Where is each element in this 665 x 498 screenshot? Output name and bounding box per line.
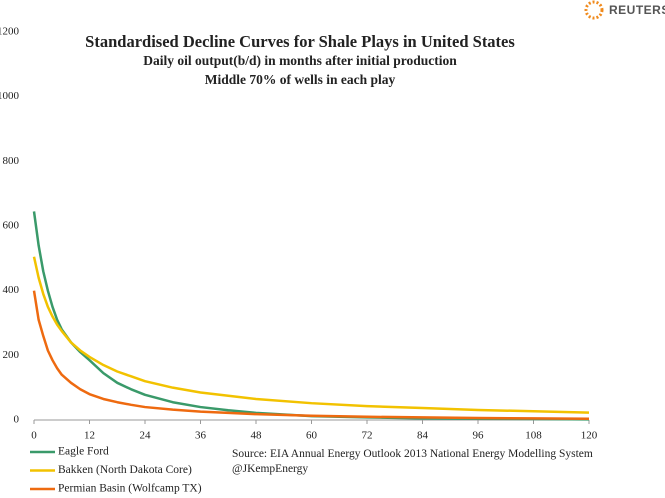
x-tick-label: 84 [417, 430, 429, 442]
y-tick-label: 200 [3, 349, 20, 361]
x-tick-label: 108 [525, 430, 542, 442]
logo-text: REUTERS [609, 3, 665, 17]
y-tick-label: 1000 [0, 90, 20, 102]
legend-label: Eagle Ford [58, 446, 109, 458]
x-tick-label: 36 [195, 430, 207, 442]
chart-title: Standardised Decline Curves for Shale Pl… [85, 32, 515, 51]
source-text: Source: EIA Annual Energy Outlook 2013 N… [232, 448, 593, 460]
x-tick-label: 12 [84, 430, 95, 442]
y-tick-label: 600 [3, 220, 20, 232]
series-line [32, 290, 590, 420]
x-tick-label: 48 [251, 430, 263, 442]
x-tick-label: 24 [140, 430, 152, 442]
source-note: Source: EIA Annual Energy Outlook 2013 N… [232, 447, 600, 477]
x-tick-label: 120 [581, 430, 598, 442]
x-tick-label: 0 [31, 430, 37, 442]
y-tick-label: 1200 [0, 26, 20, 38]
chart-subtitle: Daily oil output(b/d) in months after in… [143, 53, 457, 68]
x-tick-label: 96 [473, 430, 485, 442]
x-tick-label: 72 [362, 430, 373, 442]
chart-subtitle: Middle 70% of wells in each play [205, 72, 396, 87]
series-line [32, 256, 590, 414]
y-tick-label: 800 [3, 155, 20, 167]
legend-label: Permian Basin (Wolfcamp TX) [58, 483, 202, 495]
y-tick-label: 0 [14, 414, 20, 426]
series-line [32, 211, 590, 421]
credit-text: @JKempEnergy [232, 463, 309, 475]
y-tick-label: 400 [3, 284, 20, 296]
legend-label: Bakken (North Dakota Core) [58, 464, 192, 476]
x-tick-label: 60 [306, 430, 318, 442]
reuters-logo-icon [584, 0, 604, 20]
